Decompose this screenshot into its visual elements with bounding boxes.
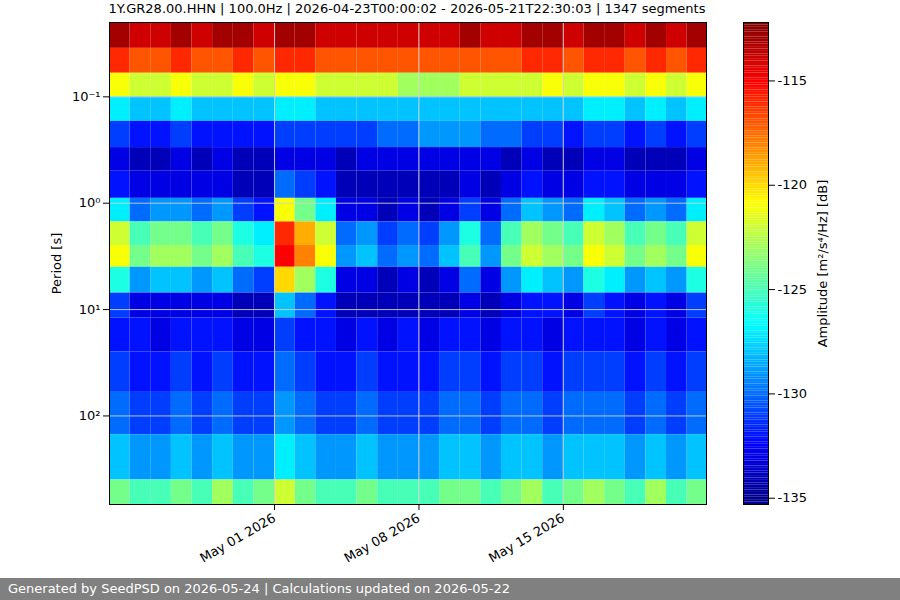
svg-text:10²: 10²	[79, 408, 101, 423]
svg-text:10¹: 10¹	[79, 302, 101, 317]
svg-text:May 15 2026: May 15 2026	[486, 510, 567, 565]
svg-text:10⁻¹: 10⁻¹	[72, 89, 101, 104]
svg-text:-120: -120	[778, 177, 808, 192]
svg-text:Amplitude [m²/s⁴/Hz] [dB]: Amplitude [m²/s⁴/Hz] [dB]	[815, 180, 830, 348]
svg-text:-135: -135	[778, 490, 808, 505]
svg-text:-125: -125	[778, 282, 808, 297]
html-text:Generated by SeedPSD on 2026-0: Generated by SeedPSD on 2026-05-24 | Cal…	[8, 581, 510, 596]
svg-text:Period [s]: Period [s]	[49, 233, 64, 295]
svg-text:May 08 2026: May 08 2026	[342, 510, 423, 565]
svg-text:-130: -130	[778, 386, 808, 401]
svg-text:May 01 2026: May 01 2026	[197, 510, 278, 565]
svg-text:-115: -115	[778, 73, 808, 88]
svg-text:10⁰: 10⁰	[79, 195, 101, 210]
html-text:1Y.GR28.00.HHN | 100.0Hz | 202: 1Y.GR28.00.HHN | 100.0Hz | 2026-04-23T00…	[108, 1, 706, 16]
